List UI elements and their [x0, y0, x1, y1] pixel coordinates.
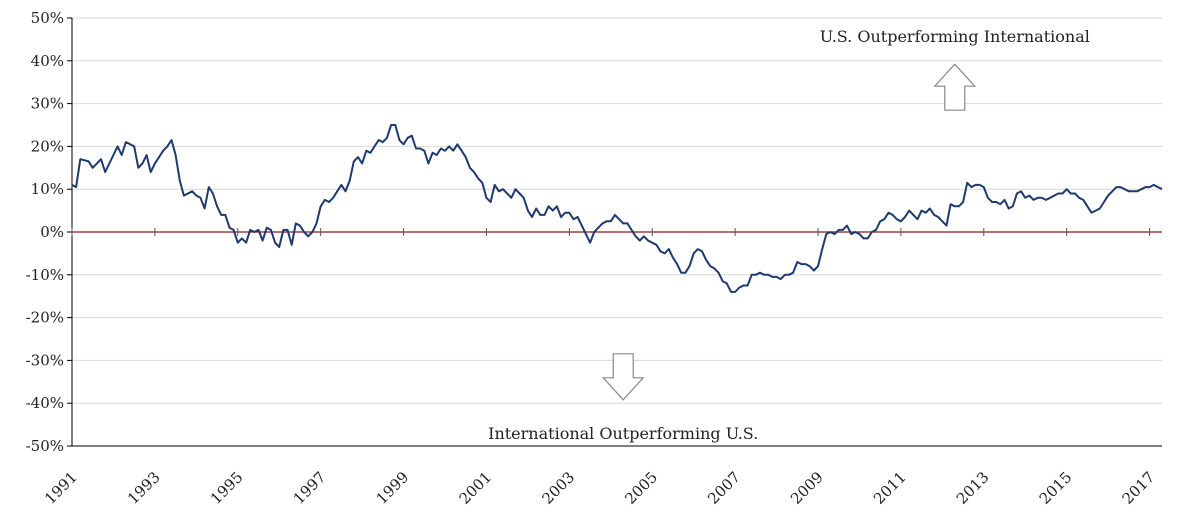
x-axis-ticks: 1991 1993 1995 1997 1999 2001 2003 2005 2007 2009…	[41, 228, 1158, 508]
x-tick-label: 2003	[538, 468, 578, 508]
y-tick-label: 0%	[40, 223, 64, 241]
x-tick-label: 2011	[870, 468, 910, 508]
x-tick-label: 2007	[704, 468, 744, 508]
y-tick-label: 30%	[31, 95, 64, 113]
annotation-us-outperforming: U.S. Outperforming International	[820, 27, 1090, 111]
x-tick-label: 2005	[621, 468, 661, 508]
y-tick-label: 10%	[31, 180, 64, 198]
arrow-up-icon	[933, 63, 977, 111]
annotation-intl-outperforming: International Outperforming U.S.	[488, 353, 758, 443]
x-tick-label: 2001	[456, 468, 496, 508]
x-tick-label: 2017	[1119, 468, 1159, 508]
annotation-up-text: U.S. Outperforming International	[820, 27, 1090, 46]
y-tick-label: 50%	[31, 9, 64, 27]
x-tick-label: 2009	[787, 468, 827, 508]
x-tick-label: 1997	[290, 468, 330, 508]
annotation-down-text: International Outperforming U.S.	[488, 424, 758, 443]
y-tick-label: -10%	[26, 266, 64, 284]
x-tick-label: 2013	[953, 468, 993, 508]
y-axis-ticks: 50% 40% 30% 20% 10% 0% -10% -20% -30% -40% -50%	[26, 9, 72, 455]
x-tick-label: 1991	[41, 468, 81, 508]
x-tick-label: 1995	[207, 468, 247, 508]
series-line	[71, 124, 1163, 293]
arrow-down-icon	[601, 353, 645, 401]
y-tick-label: -50%	[26, 437, 64, 455]
x-tick-label: 1993	[124, 468, 164, 508]
y-tick-label: -30%	[26, 351, 64, 369]
x-tick-label: 1999	[373, 468, 413, 508]
y-tick-label: 20%	[31, 137, 64, 155]
y-tick-label: -20%	[26, 309, 64, 327]
y-tick-label: -40%	[26, 394, 64, 412]
x-tick-label: 2015	[1036, 468, 1076, 508]
y-tick-label: 40%	[31, 52, 64, 70]
